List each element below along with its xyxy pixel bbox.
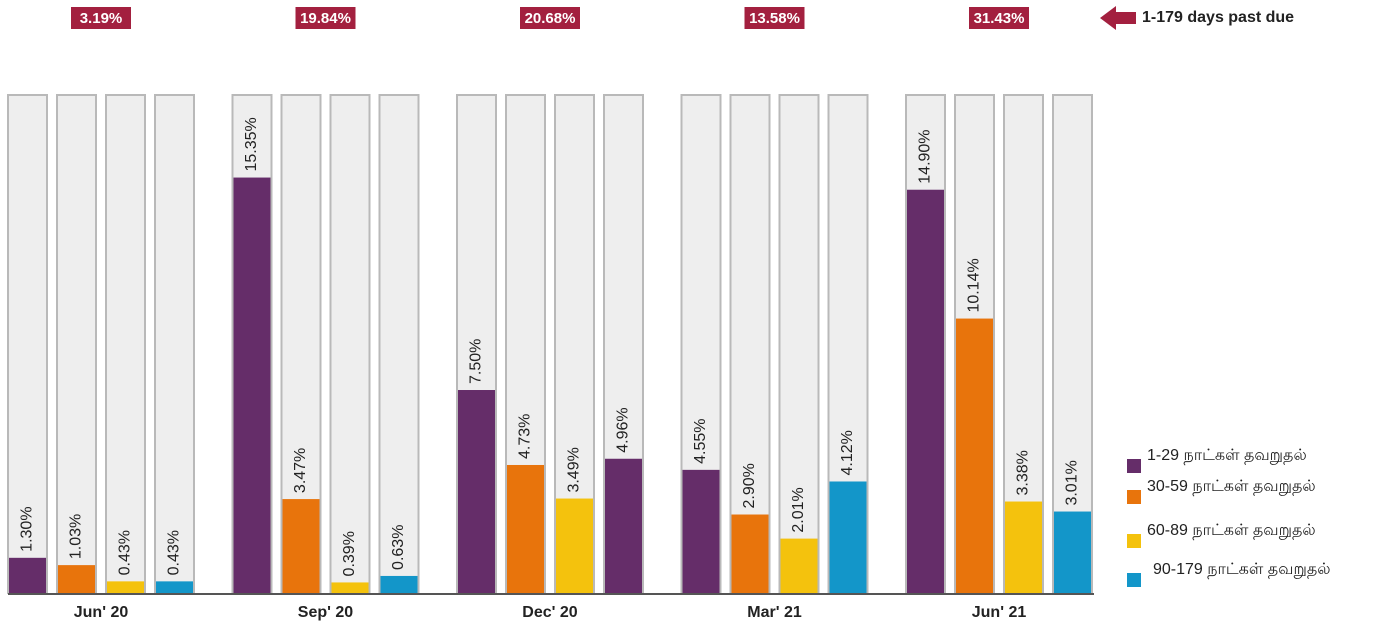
value-label: 1.03% [68, 514, 85, 559]
value-label: 10.14% [966, 258, 983, 312]
bar [907, 189, 944, 593]
x-tick-label: Jun' 20 [74, 604, 129, 621]
bar [556, 498, 593, 593]
total-label: 3.19% [80, 10, 123, 27]
legend-label: 90-179 நாட்கள் தவறுதல் [1153, 561, 1331, 579]
bar [380, 575, 418, 593]
bar [731, 514, 769, 593]
bar [1005, 501, 1042, 593]
bar [58, 565, 95, 593]
x-tick-label: Mar' 21 [747, 604, 802, 621]
value-label: 0.43% [117, 530, 134, 575]
bar [780, 538, 818, 593]
bar [233, 177, 271, 593]
legend-label: 1-179 days past due [1142, 9, 1294, 26]
bar-background [1052, 94, 1093, 594]
x-tick-label: Sep' 20 [298, 604, 353, 621]
total-label: 19.84% [300, 10, 351, 27]
value-label: 4.96% [615, 407, 632, 452]
bar [9, 557, 46, 593]
bar-background [778, 94, 820, 594]
value-label: 4.73% [517, 414, 534, 459]
legend-arrow [1100, 6, 1136, 30]
bar [829, 481, 867, 593]
legend-swatch [1127, 534, 1141, 548]
value-label: 2.01% [790, 487, 807, 532]
legend-label: 30-59 நாட்கள் தவறுதல் [1147, 478, 1316, 496]
value-label: 3.49% [566, 447, 583, 492]
x-tick-label: Dec' 20 [522, 604, 578, 621]
value-label: 3.47% [292, 448, 309, 493]
value-label: 4.12% [839, 430, 856, 475]
value-label: 0.43% [166, 530, 183, 575]
bar [282, 499, 320, 593]
bar-background [154, 94, 195, 594]
legend-swatch [1127, 573, 1141, 587]
bar [331, 582, 369, 593]
value-label: 15.35% [243, 117, 260, 171]
value-label: 0.63% [390, 525, 407, 570]
total-box [744, 7, 805, 29]
total-box [295, 7, 356, 29]
value-label: 3.01% [1064, 460, 1081, 505]
total-label: 31.43% [974, 10, 1025, 27]
bar [605, 458, 642, 593]
legend-label: 1-29 நாட்கள் தவறுதல் [1147, 447, 1307, 465]
bar-background [105, 94, 146, 594]
value-label: 4.55% [692, 418, 709, 463]
bar-background [56, 94, 97, 594]
legend-swatch [1127, 490, 1141, 504]
bar [1054, 511, 1091, 593]
bar [956, 318, 993, 593]
bar [107, 581, 144, 593]
total-box [520, 7, 580, 29]
bar-background [329, 94, 371, 594]
bar [507, 464, 544, 593]
bar [682, 469, 720, 593]
value-label: 3.38% [1015, 450, 1032, 495]
bar-background [378, 94, 420, 594]
bar [458, 390, 495, 593]
total-box [969, 7, 1029, 29]
total-label: 13.58% [749, 10, 800, 27]
value-label: 0.39% [341, 531, 358, 576]
legend-label: 60-89 நாட்கள் தவறுதல் [1147, 522, 1316, 540]
value-label: 2.90% [741, 463, 758, 508]
total-label: 20.68% [525, 10, 576, 27]
value-label: 1.30% [19, 506, 36, 551]
bar-background [7, 94, 48, 594]
x-tick-label: Jun' 21 [972, 604, 1027, 621]
bar-background [729, 94, 771, 594]
bar [156, 581, 193, 593]
legend-swatch [1127, 459, 1141, 473]
total-box [71, 7, 131, 29]
value-label: 7.50% [468, 339, 485, 384]
value-label: 14.90% [917, 129, 934, 183]
